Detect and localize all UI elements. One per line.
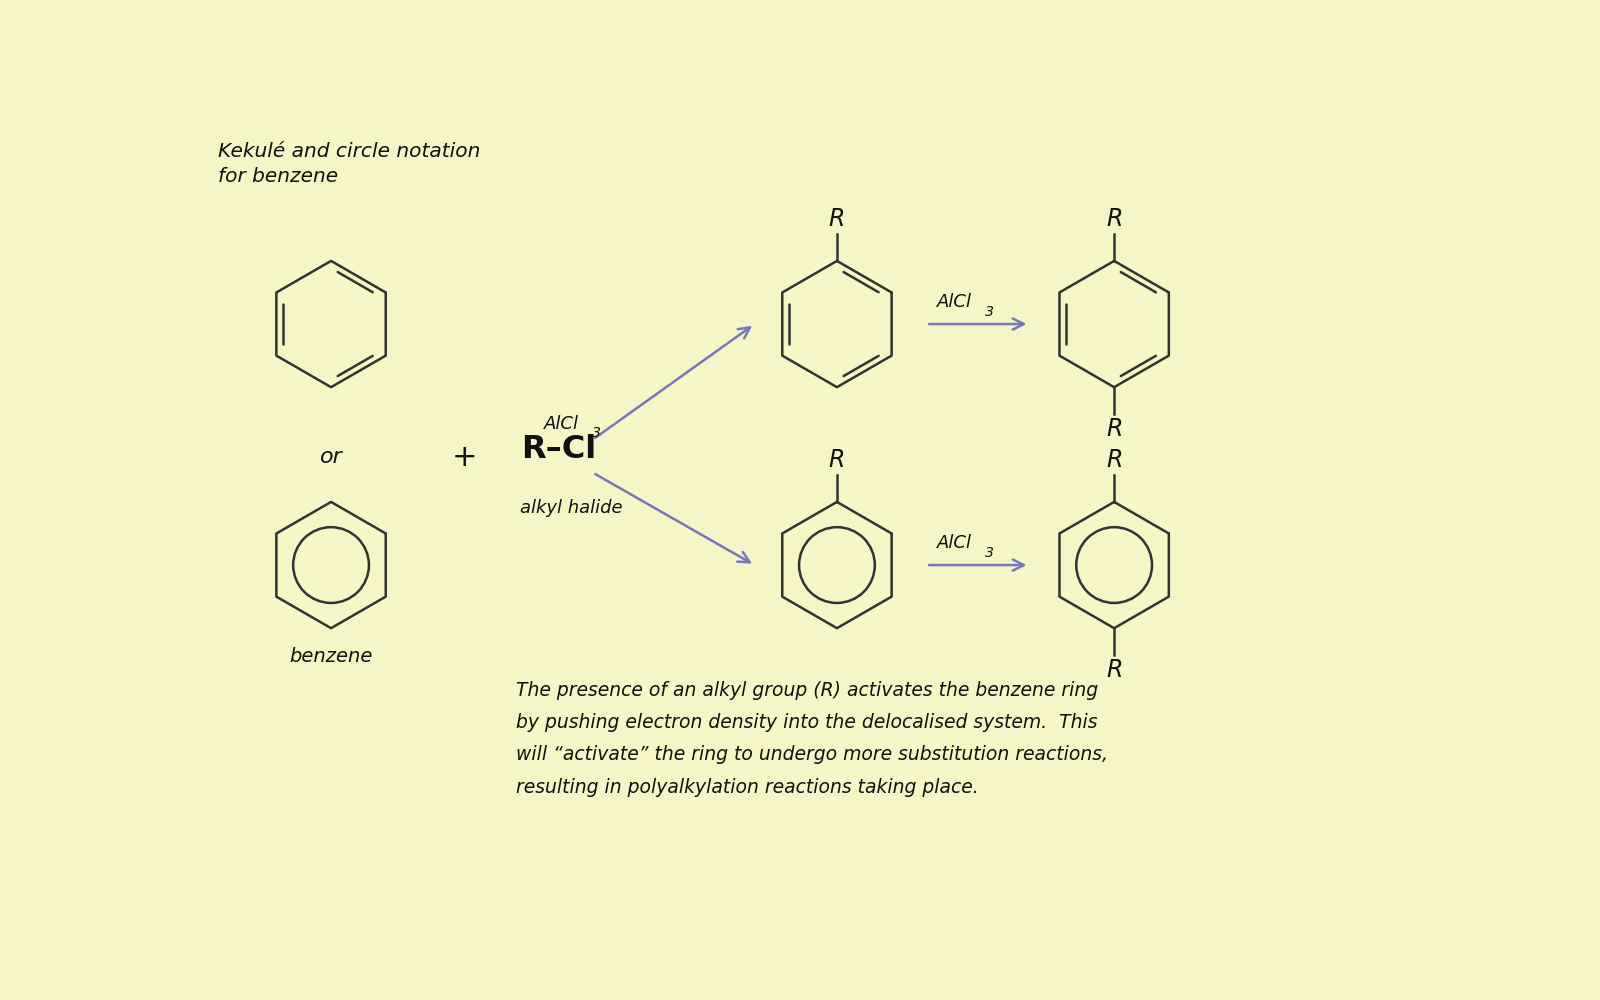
Text: R: R (1106, 207, 1122, 231)
Text: AlCl: AlCl (938, 293, 973, 311)
Text: by pushing electron density into the delocalised system.  This: by pushing electron density into the del… (515, 713, 1098, 732)
Text: R: R (1106, 658, 1122, 682)
Text: will “activate” the ring to undergo more substitution reactions,: will “activate” the ring to undergo more… (515, 745, 1107, 764)
Text: resulting in polyalkylation reactions taking place.: resulting in polyalkylation reactions ta… (515, 778, 979, 797)
Text: The presence of an alkyl group (R) activates the benzene ring: The presence of an alkyl group (R) activ… (515, 681, 1098, 700)
Text: R: R (1106, 417, 1122, 441)
Text: alkyl halide: alkyl halide (520, 499, 622, 517)
Text: or: or (320, 447, 342, 467)
Text: 3: 3 (592, 426, 602, 440)
Text: R: R (829, 448, 845, 472)
Text: R: R (829, 207, 845, 231)
Text: Kekulé and circle notation
for benzene: Kekulé and circle notation for benzene (218, 142, 480, 186)
Text: benzene: benzene (290, 647, 373, 666)
Text: +: + (451, 443, 477, 472)
Text: AlCl: AlCl (938, 534, 973, 552)
Text: R–Cl: R–Cl (522, 434, 597, 465)
Text: R: R (1106, 448, 1122, 472)
Text: 3: 3 (984, 305, 994, 319)
Text: 3: 3 (984, 546, 994, 560)
Text: AlCl: AlCl (544, 415, 579, 433)
